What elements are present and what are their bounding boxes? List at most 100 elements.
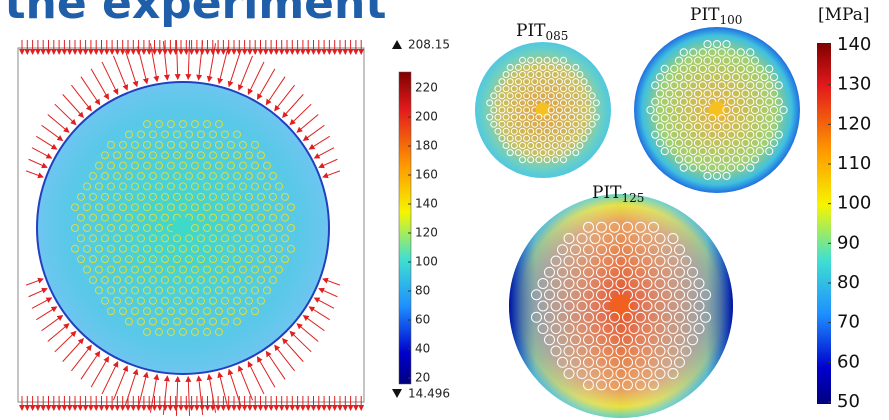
- arrow: [258, 357, 275, 387]
- arrow: [283, 94, 304, 117]
- figure: f the experiment 208.15 14.496 220 200 180…: [0, 0, 889, 420]
- min-label: 14.496: [408, 387, 450, 401]
- arrow: [290, 332, 311, 352]
- label-sub: 085: [546, 29, 569, 43]
- arrow: [315, 298, 334, 308]
- tick-label: 220: [415, 81, 438, 95]
- tick-label: 20: [415, 371, 430, 385]
- arrow: [188, 40, 189, 79]
- arrow: [48, 324, 69, 342]
- arrow: [188, 377, 189, 416]
- tick-label: 140: [415, 197, 438, 211]
- label-sub: 100: [720, 13, 743, 27]
- arrow: [239, 56, 253, 90]
- tick-label: 120: [837, 113, 871, 134]
- arrow: [304, 316, 325, 331]
- tick-label: 100: [837, 193, 871, 214]
- arrow: [102, 362, 118, 394]
- arrow: [315, 148, 334, 158]
- arrow: [63, 94, 84, 117]
- arrow: [113, 56, 127, 90]
- arrow: [29, 289, 47, 297]
- arrow: [176, 40, 177, 79]
- tick-label: 80: [837, 272, 860, 293]
- arrow: [125, 370, 137, 406]
- tick-label: 60: [415, 313, 430, 327]
- arrow: [209, 375, 216, 413]
- tick-label: 130: [837, 74, 871, 95]
- label-sub: 125: [622, 191, 645, 205]
- colorbar-ticks: 220 200 180 160 140 120 100 80 60 40 20: [408, 81, 438, 385]
- arrow: [319, 289, 337, 297]
- arrow: [32, 148, 51, 158]
- arrow: [323, 171, 340, 177]
- arrow: [283, 339, 304, 362]
- arrow: [319, 159, 337, 167]
- arrow: [32, 298, 51, 308]
- arrow: [150, 375, 157, 413]
- tick-label: 120: [415, 226, 438, 240]
- arrow: [138, 373, 147, 410]
- tick-label: 100: [415, 255, 438, 269]
- arrow: [42, 316, 63, 331]
- arrow: [229, 51, 241, 87]
- label-base: PIT: [592, 183, 622, 203]
- arrow: [113, 366, 127, 400]
- tick-label: 110: [837, 153, 871, 174]
- arrow: [248, 62, 264, 94]
- min-marker: [392, 389, 402, 398]
- arrow: [199, 41, 203, 80]
- max-marker: [392, 40, 402, 49]
- tick-label: 140: [837, 34, 871, 55]
- arrow: [297, 324, 318, 342]
- title: f the experiment: [0, 0, 386, 29]
- plot-label: PIT085: [516, 21, 568, 43]
- tick-label: 180: [415, 139, 438, 153]
- arrow: [48, 115, 69, 133]
- arrow: [297, 115, 318, 133]
- arrow: [309, 307, 329, 320]
- tick-label: 60: [837, 351, 860, 372]
- arrow: [125, 51, 137, 87]
- label-base: PIT: [516, 21, 546, 41]
- colorbar: [399, 72, 411, 384]
- arrow: [42, 125, 63, 140]
- arrow: [55, 104, 76, 124]
- arrow: [26, 279, 43, 285]
- arrow: [199, 376, 203, 415]
- arrow: [150, 43, 157, 81]
- colorbar: [817, 43, 831, 404]
- unit: [MPa]: [818, 5, 869, 25]
- tick-label: 50: [837, 391, 860, 412]
- arrow: [36, 307, 56, 320]
- plot-label: PIT125: [592, 183, 644, 205]
- arrow: [102, 62, 118, 94]
- arrow: [229, 370, 241, 406]
- arrow: [55, 332, 76, 352]
- label-base: PIT: [690, 5, 720, 25]
- tick-label: 200: [415, 110, 438, 124]
- arrow: [36, 136, 56, 149]
- arrow: [248, 362, 264, 394]
- tick-label: 40: [415, 342, 430, 356]
- arrow: [239, 366, 253, 400]
- arrow: [63, 339, 84, 362]
- arrow: [258, 69, 275, 99]
- arrow: [290, 104, 311, 124]
- tick-label: 70: [837, 312, 860, 333]
- arrow: [309, 136, 329, 149]
- arrow: [91, 69, 108, 99]
- max-label: 208.15: [408, 38, 450, 52]
- tick-label: 160: [415, 168, 438, 182]
- arrow: [29, 159, 47, 167]
- arrow: [304, 125, 325, 140]
- tick-label: 90: [837, 232, 860, 253]
- arrow: [91, 357, 108, 387]
- arrow: [26, 171, 43, 177]
- plot-label: PIT100: [690, 5, 742, 27]
- arrow: [176, 377, 177, 416]
- arrow: [323, 279, 340, 285]
- colorbar-ticks: 140 130 120 110 100 90 80 70 60 50: [828, 34, 871, 412]
- arrow: [138, 47, 147, 84]
- tick-label: 80: [415, 284, 430, 298]
